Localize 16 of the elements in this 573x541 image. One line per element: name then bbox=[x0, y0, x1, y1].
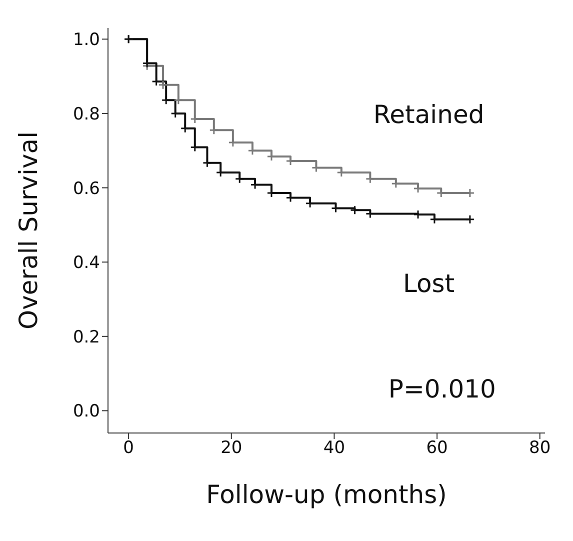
y-tick-label: 0.4 bbox=[72, 253, 100, 274]
x-tick-label: 40 bbox=[323, 438, 346, 458]
y-axis-title: Overall Survival bbox=[14, 131, 43, 330]
x-tick-label: 60 bbox=[426, 438, 448, 458]
y-tick-label: 0.6 bbox=[72, 178, 100, 199]
series-label: Lost bbox=[402, 269, 455, 298]
series-label: Retained bbox=[373, 100, 484, 129]
y-tick-label: 0.8 bbox=[72, 104, 100, 124]
x-axis-title: Follow-up (months) bbox=[206, 480, 447, 509]
y-tick-label: 0.2 bbox=[72, 327, 100, 348]
x-tick-label: 0 bbox=[123, 438, 134, 458]
y-tick-label: 0.0 bbox=[72, 402, 100, 422]
y-tick-label: 1.0 bbox=[72, 30, 100, 50]
annotation: P=0.010 bbox=[388, 374, 496, 404]
x-tick-label: 80 bbox=[529, 438, 551, 458]
x-tick-label: 20 bbox=[220, 438, 242, 458]
